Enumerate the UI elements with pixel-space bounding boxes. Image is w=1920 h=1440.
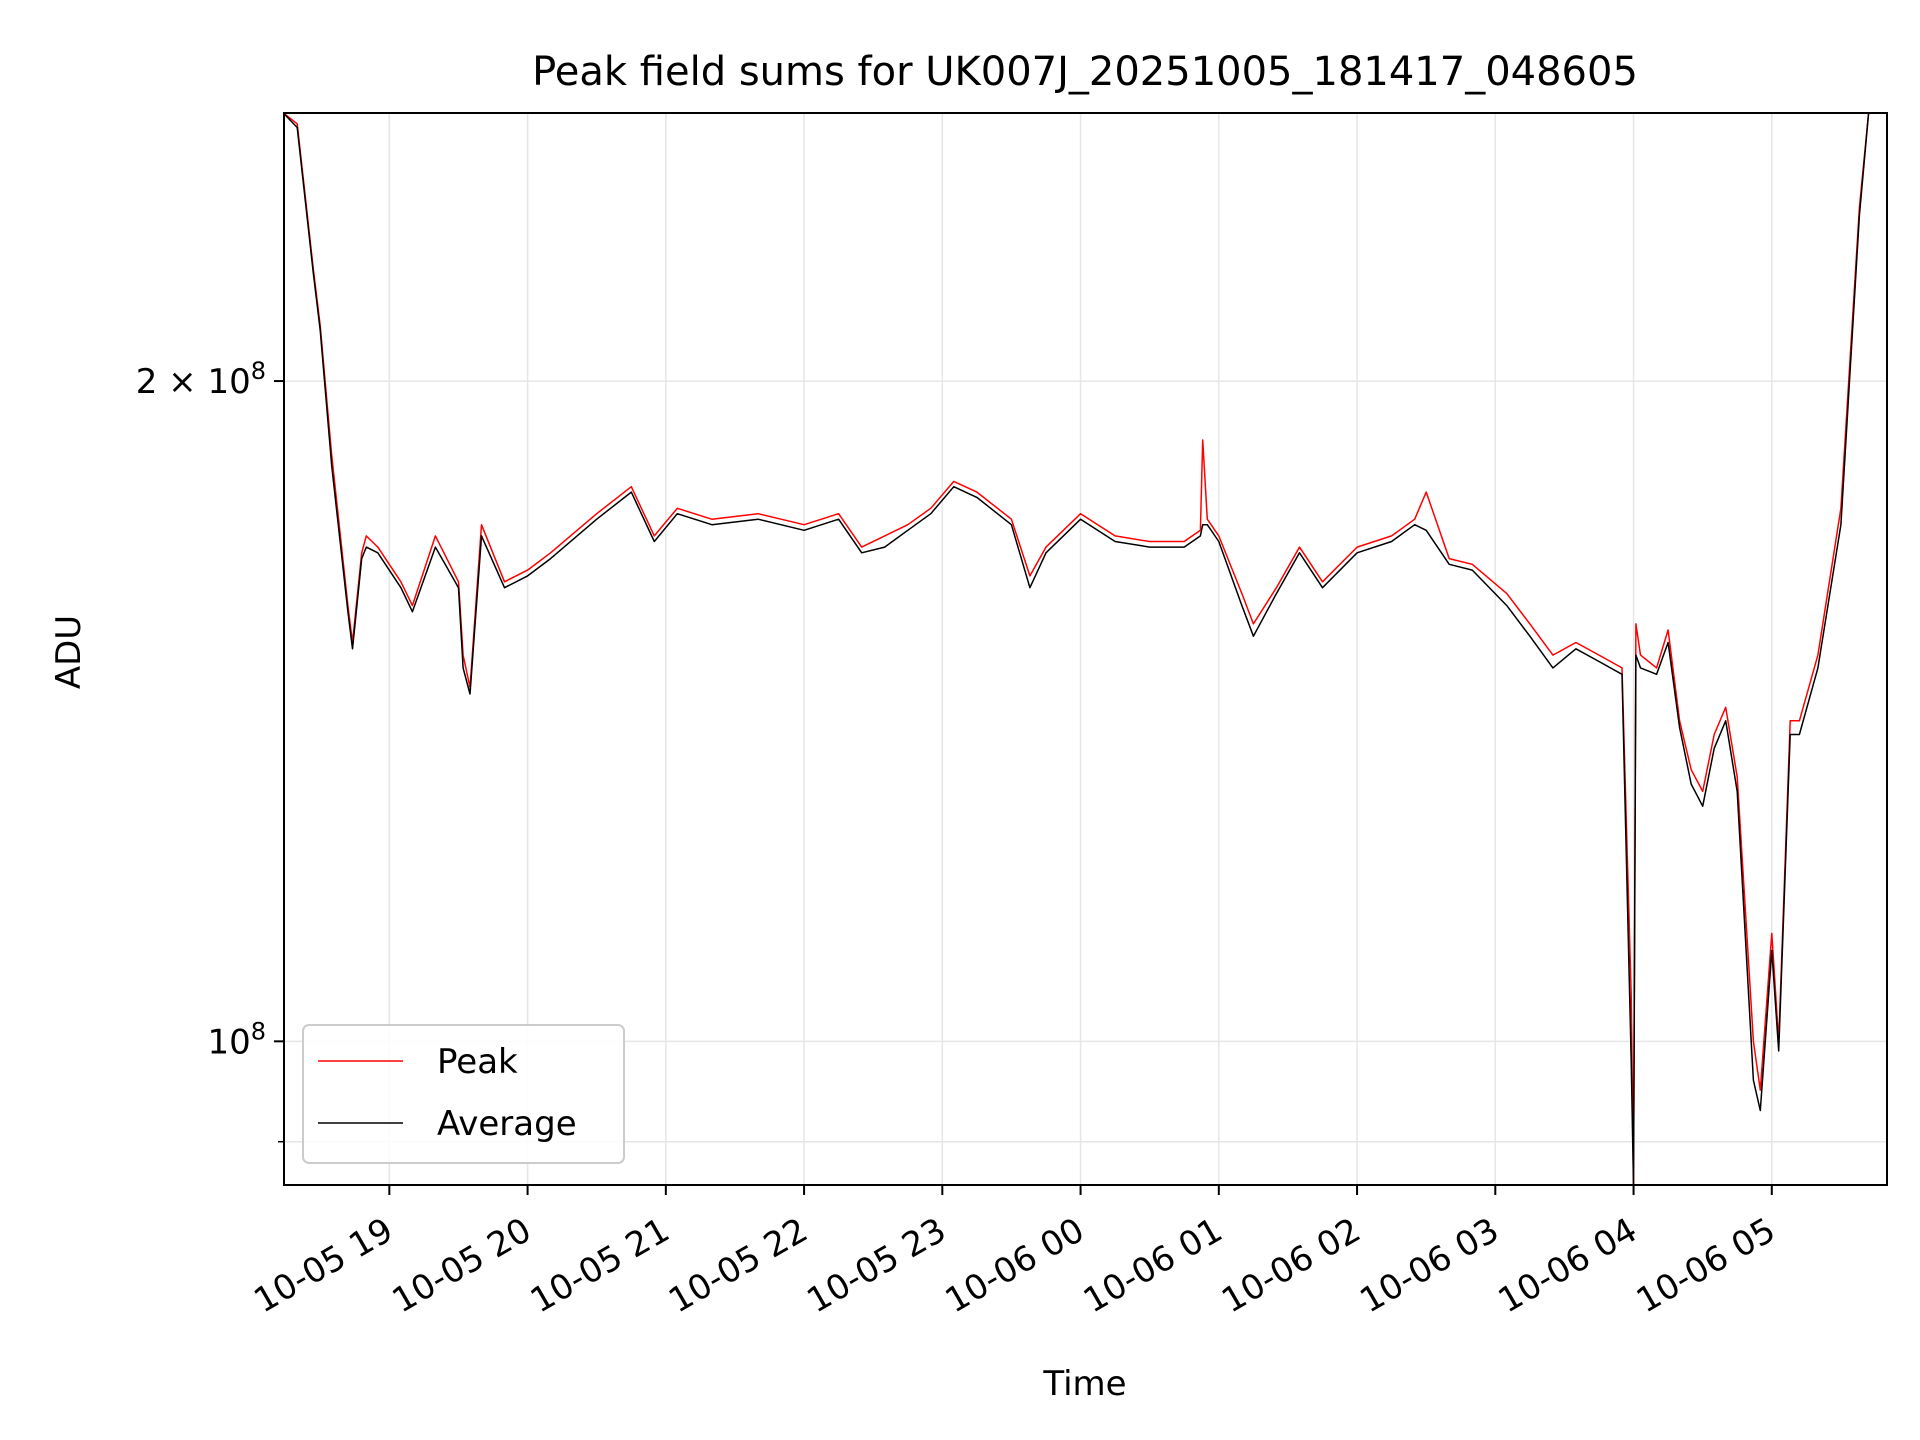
legend-label-peak: Peak [437,1042,518,1082]
y-tick-label: 2 × 108 [136,357,266,402]
y-tick-label: 108 [207,1017,266,1062]
x-axis-label: Time [1042,1364,1126,1404]
series-layer [282,112,1887,1186]
chart-title: Peak field sums for UK007J_20251005_1814… [532,49,1638,95]
legend: Peak Average [302,1024,625,1164]
series-line-average [282,112,1887,1186]
y-axis-label: ADU [49,615,89,689]
plot-frame [283,112,1888,1186]
legend-label-average: Average [437,1104,577,1144]
legend-box [302,1024,625,1164]
